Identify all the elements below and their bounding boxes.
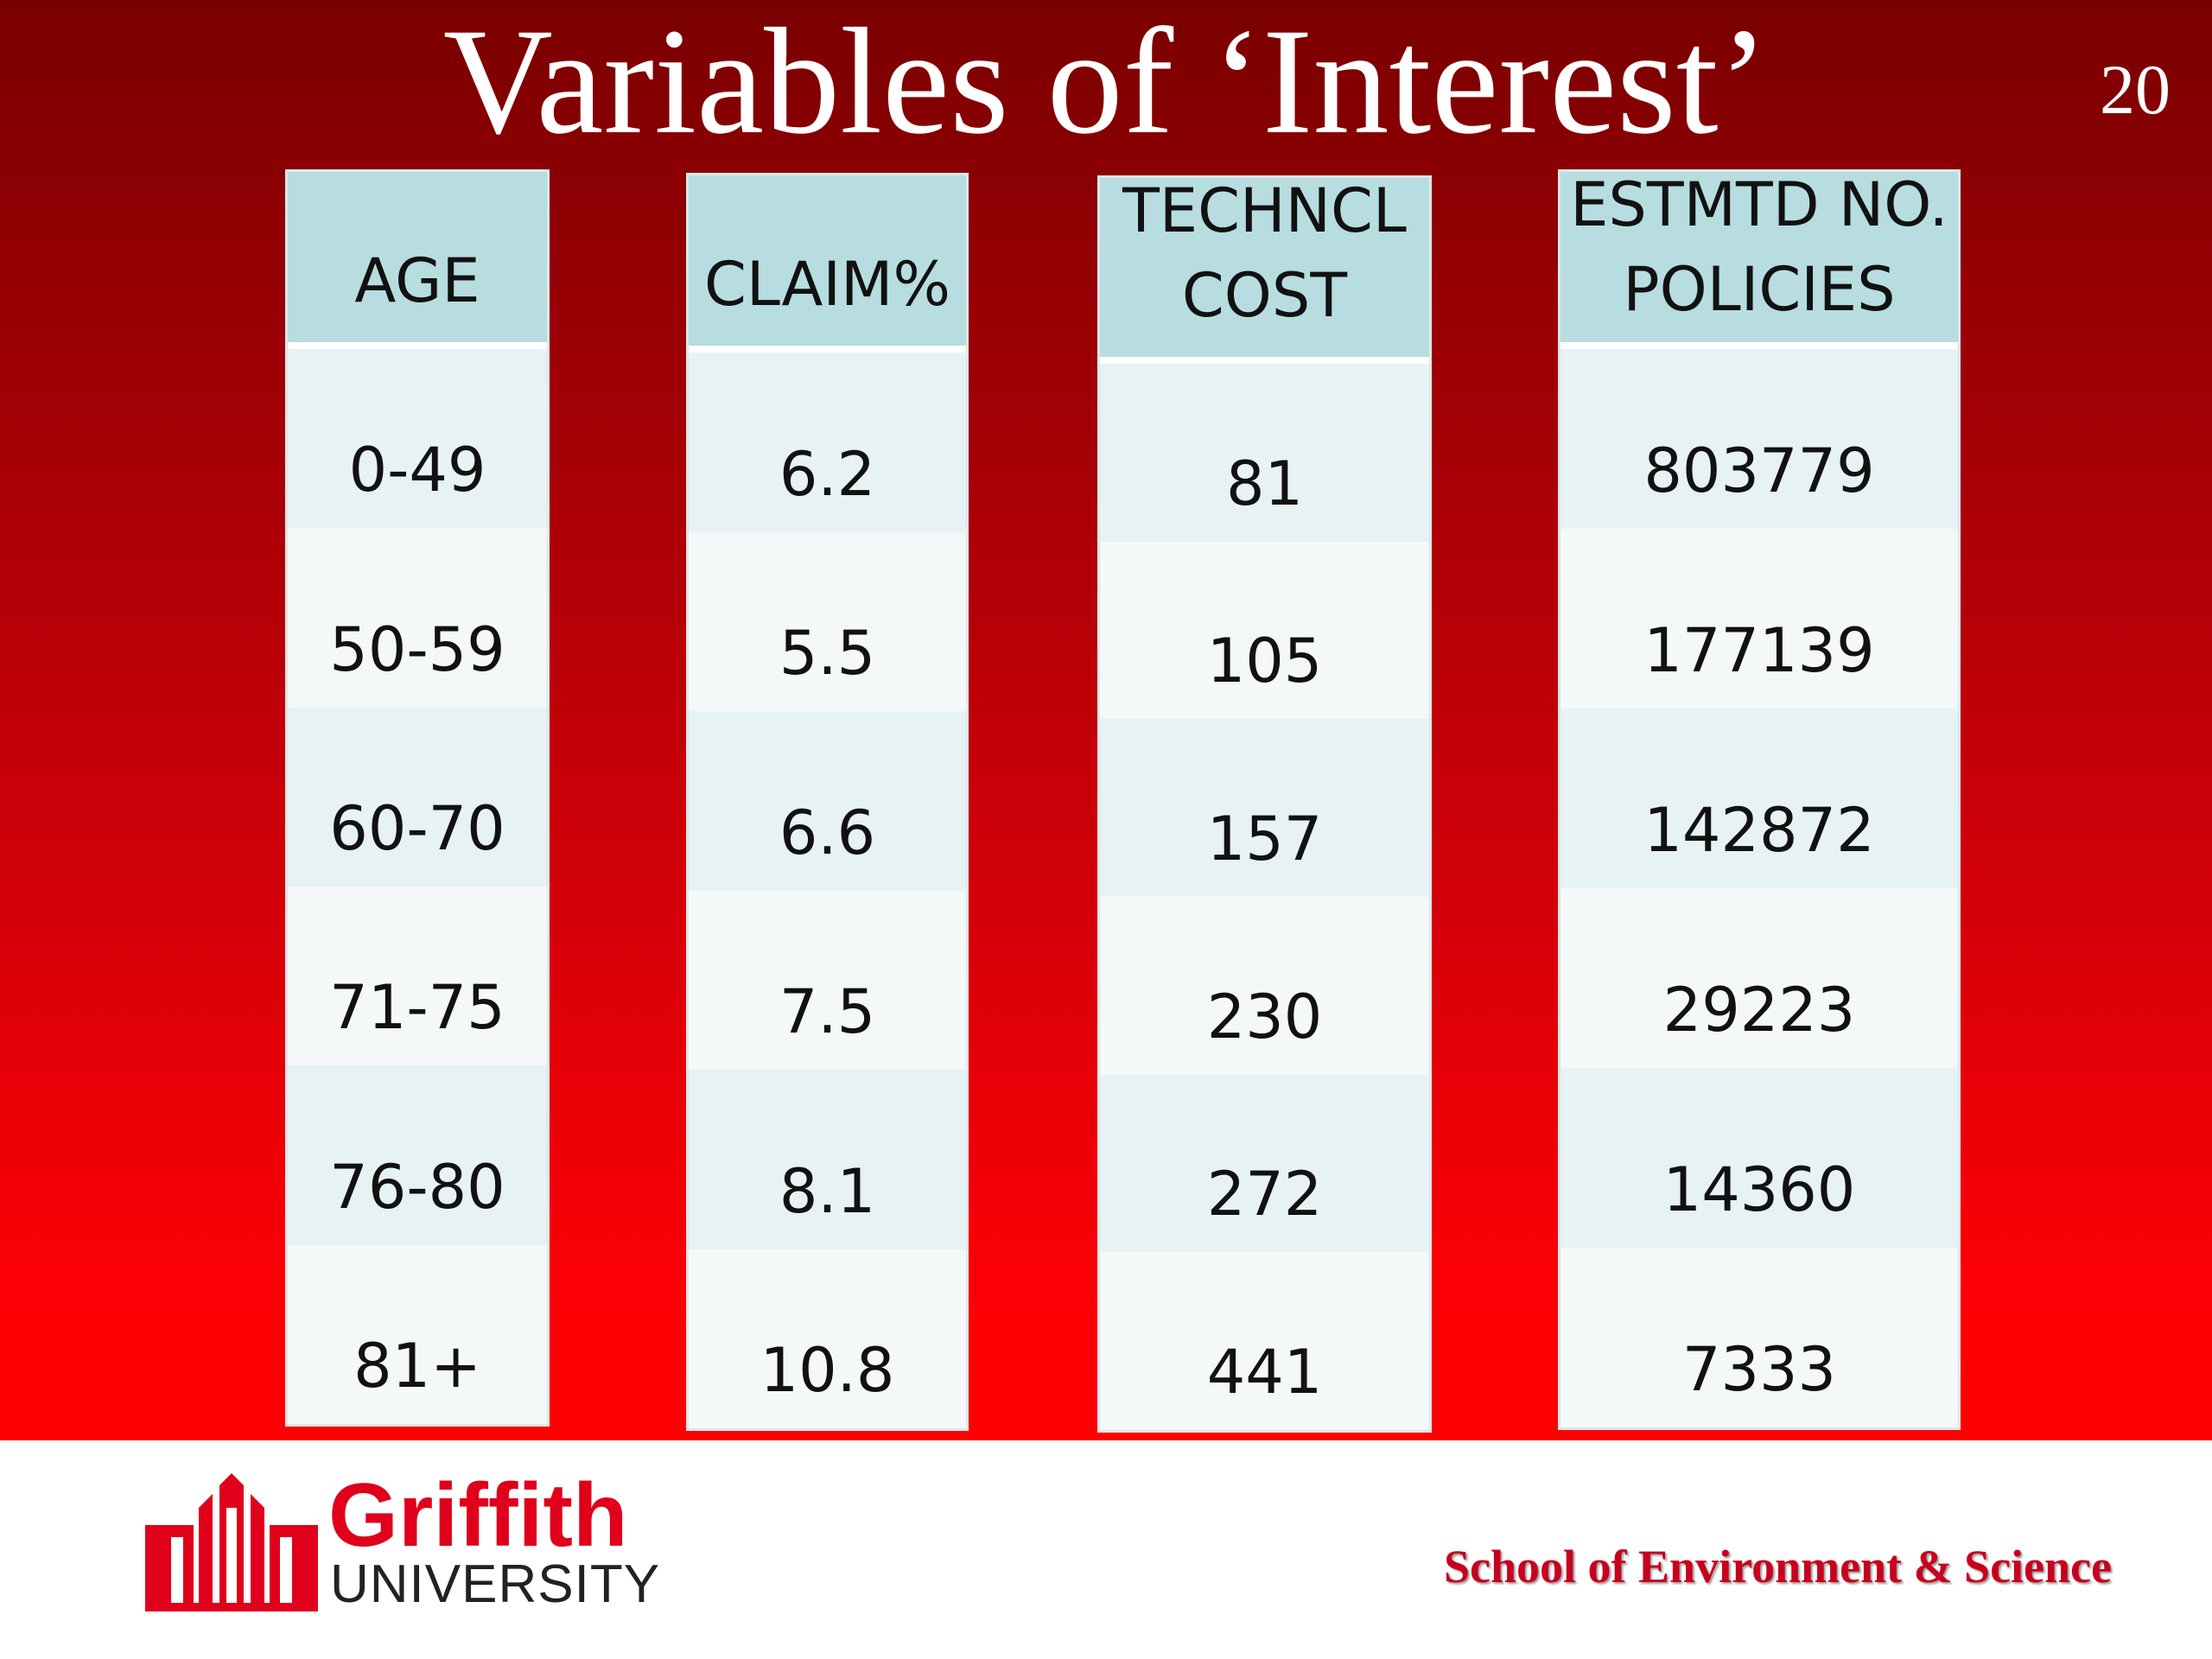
table-column-claim: CLAIM% 6.2 5.5 6.6 7.5 8.1 10.8 xyxy=(686,173,969,1431)
table-cell: 7.5 xyxy=(689,890,966,1070)
column-cells: 803779 177139 142872 29223 14360 7333 xyxy=(1560,349,1958,1427)
table-cell: 29223 xyxy=(1560,888,1958,1068)
column-header-line: CLAIM% xyxy=(704,249,950,320)
column-header-line: TECHNCL xyxy=(1122,175,1407,246)
column-header-line: ESTMTD NO. xyxy=(1570,169,1948,240)
table-cell: 6.6 xyxy=(689,711,966,891)
table-cell: 76-80 xyxy=(288,1065,547,1245)
logo-subtitle: UNIVERSITY xyxy=(330,1554,661,1614)
logo-wordmark: Griffith xyxy=(328,1465,628,1566)
table-column-estimated-policies: ESTMTD NO. POLICIES 803779 177139 142872… xyxy=(1558,169,1961,1430)
table-cell: 60-70 xyxy=(288,707,547,887)
table-cell: 803779 xyxy=(1560,349,1958,529)
column-cells: 81 105 157 230 272 441 xyxy=(1100,364,1429,1431)
table-cell: 14360 xyxy=(1560,1068,1958,1248)
table-cell: 157 xyxy=(1100,719,1429,898)
table-cell: 230 xyxy=(1100,897,1429,1075)
table-cell: 10.8 xyxy=(689,1249,966,1428)
table-cell: 177139 xyxy=(1560,529,1958,709)
column-header-line: COST xyxy=(1181,260,1348,331)
column-header-line: POLICIES xyxy=(1623,254,1896,325)
table-cell: 441 xyxy=(1100,1252,1429,1431)
slide-title: Variables of ‘Interest’ xyxy=(442,0,1770,166)
table-cell: 105 xyxy=(1100,541,1429,720)
column-header: AGE xyxy=(288,172,547,349)
table-cell: 81+ xyxy=(288,1244,547,1424)
column-header-line: AGE xyxy=(354,245,480,316)
page-number: 20 xyxy=(2100,50,2171,129)
column-header: CLAIM% xyxy=(689,175,966,353)
footer-band xyxy=(0,1440,2212,1659)
griffith-logo: Griffith UNIVERSITY xyxy=(145,1468,681,1614)
column-cells: 0-49 50-59 60-70 71-75 76-80 81+ xyxy=(288,349,547,1424)
table-cell: 272 xyxy=(1100,1074,1429,1253)
column-header: TECHNCL COST xyxy=(1100,175,1429,364)
table-cell: 7333 xyxy=(1560,1248,1958,1427)
table-cell: 81 xyxy=(1100,364,1429,542)
table-cell: 8.1 xyxy=(689,1070,966,1249)
column-cells: 6.2 5.5 6.6 7.5 8.1 10.8 xyxy=(689,353,966,1428)
school-name: School of Environment & Science xyxy=(1444,1541,2112,1592)
griffith-shield-icon xyxy=(145,1473,318,1611)
table-cell: 5.5 xyxy=(689,531,966,711)
column-header: ESTMTD NO. POLICIES xyxy=(1560,169,1958,349)
table-cell: 142872 xyxy=(1560,709,1958,888)
table-cell: 0-49 xyxy=(288,349,547,529)
table-cell: 71-75 xyxy=(288,886,547,1066)
table-column-technical-cost: TECHNCL COST 81 105 157 230 272 441 xyxy=(1097,175,1432,1433)
table-cell: 50-59 xyxy=(288,528,547,708)
table-cell: 6.2 xyxy=(689,353,966,532)
table-column-age: AGE 0-49 50-59 60-70 71-75 76-80 81+ xyxy=(285,169,550,1427)
